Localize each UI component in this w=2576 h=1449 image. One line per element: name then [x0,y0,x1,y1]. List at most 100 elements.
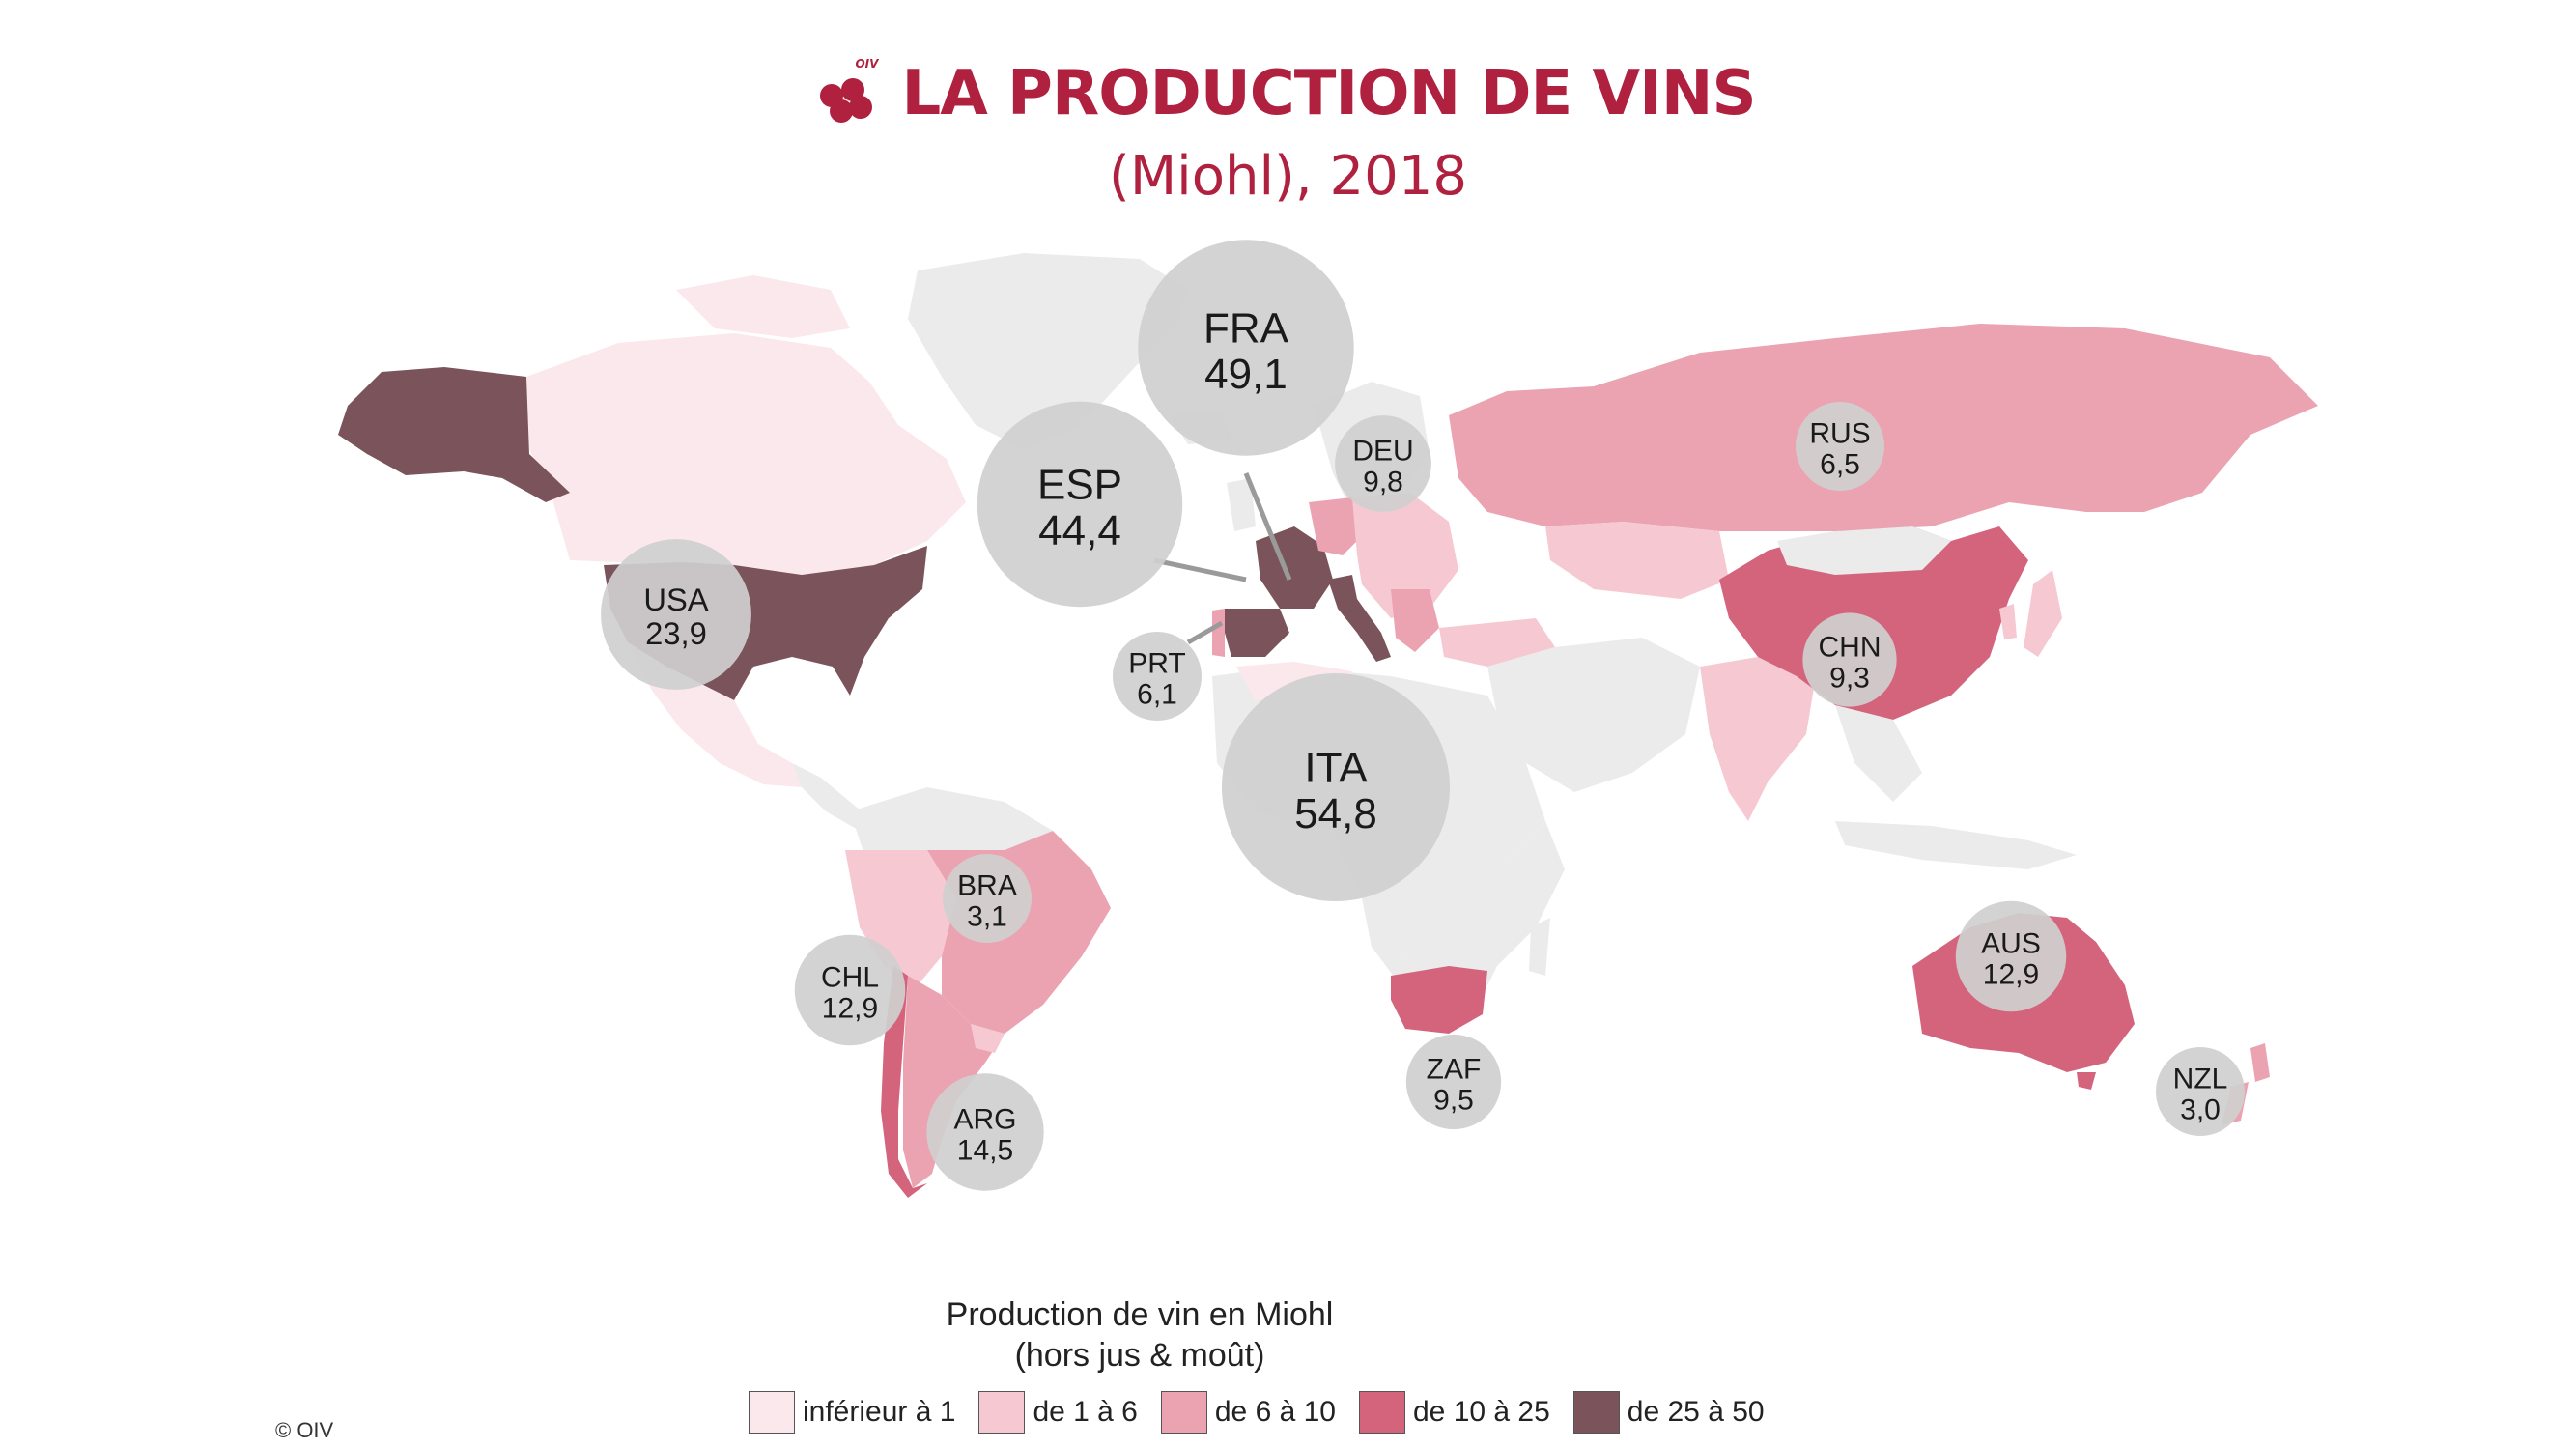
legend-item-10-25: de 10 à 25 [1359,1391,1550,1434]
bubble-ita [1222,673,1450,901]
bubble-code-ita: ITA [1304,745,1368,792]
bubble-zaf [1405,1034,1502,1130]
country-balkans [1391,589,1439,652]
country-indonesia [1835,821,2077,869]
legend-label: de 6 à 10 [1214,1396,1336,1428]
bubble-code-usa: USA [643,582,708,617]
bubble-usa [601,539,751,690]
legend-swatch [1160,1391,1207,1434]
bubble-value-nzl: 3,0 [2180,1094,2221,1126]
bubble-code-chl: CHL [821,961,879,993]
bubble-value-chl: 12,9 [822,993,878,1025]
bubble-value-ita: 54,8 [1294,790,1377,838]
bubble-bra [943,854,1032,943]
country-tasmania [2077,1072,2096,1090]
country-spain [1225,609,1289,657]
country-central-europe [1352,493,1458,618]
legend-swatch [749,1391,795,1434]
bubble-value-esp: 44,4 [1038,507,1121,554]
legend-title: Production de vin en Miohl (hors jus & m… [850,1294,1430,1376]
bubble-value-aus: 12,9 [1983,959,2039,991]
legend-item-25-50: de 25 à 50 [1572,1391,1765,1434]
country-uruguay [971,1024,1005,1053]
bubble-value-rus: 6,5 [1820,449,1860,481]
legend-item-1-6: de 1 à 6 [978,1391,1138,1434]
leader-lines [1153,472,1292,645]
legend-swatch [1359,1391,1405,1434]
title-text: LA PRODUCTION DE VINS [901,58,1756,129]
country-southern-africa [1362,898,1497,995]
bubble-value-usa: 23,9 [645,615,707,651]
legend-swatch [1572,1391,1620,1434]
bubble-value-prt: 6,1 [1137,679,1177,711]
bubble-prt [1113,632,1202,721]
bubble-value-zaf: 9,5 [1433,1085,1474,1117]
page-title: OIV LA PRODUCTION DE VINS [820,57,1757,129]
legend-item-6-10: de 6 à 10 [1160,1391,1336,1434]
bubble-code-fra: FRA [1203,305,1289,353]
country-peru-bolivia [845,850,956,985]
bubble-fra [1138,240,1354,456]
bubble-chn [1802,612,1897,707]
country-russia [1449,324,2318,531]
subtitle: (Miohl), 2018 [1109,145,1467,208]
country-korea [1999,604,2017,639]
country-mongolia [1777,526,1951,575]
legend-label: de 1 à 6 [1033,1396,1138,1428]
country-canada [526,333,966,575]
legend-label: de 25 à 50 [1627,1396,1765,1428]
country-kazakhstan [1545,522,1729,599]
leader-line-fra [1243,472,1292,581]
bubble-aus [1955,900,2067,1012]
bubble-code-zaf: ZAF [1427,1053,1482,1085]
bubble-code-esp: ESP [1037,462,1122,509]
bubble-code-deu: DEU [1352,435,1413,467]
title-block: OIV LA PRODUCTION DE VINS [0,57,2576,129]
bubble-code-bra: BRA [957,869,1017,901]
country-south-africa [1391,966,1487,1034]
country-canada-arctic [676,275,850,338]
legend-item-lt1: inférieur à 1 [749,1391,955,1434]
bubble-chl [794,934,906,1046]
legend-title-line2: (hors jus & moût) [1014,1337,1265,1374]
bubble-value-deu: 9,8 [1363,467,1403,498]
country-alaska [338,367,570,502]
bubble-deu [1335,415,1431,512]
bubble-code-aus: AUS [1981,927,2041,959]
bubble-value-chn: 9,3 [1829,663,1870,695]
legend-label: inférieur à 1 [803,1396,956,1428]
country-india [1700,657,1816,821]
bubble-code-prt: PRT [1128,647,1185,679]
legend-swatch [978,1391,1026,1434]
bubble-rus [1796,402,1884,491]
legend-label: de 10 à 25 [1413,1396,1550,1428]
bubble-code-arg: ARG [953,1103,1016,1135]
bubble-code-nzl: NZL [2173,1063,2228,1094]
leader-line-prt [1186,620,1224,645]
country-madagascar [1529,918,1550,976]
bubble-value-bra: 3,1 [967,901,1007,933]
country-middle-east [1487,638,1700,792]
legend-title-line1: Production de vin en Miohl [946,1296,1334,1333]
country-germany [1309,497,1362,555]
bubble-code-rus: RUS [1809,417,1870,449]
legend: inférieur à 1 de 1 à 6 de 6 à 10 de 10 à… [749,1391,1765,1434]
copyright: © OIV [275,1418,334,1442]
leader-line-esp [1153,557,1247,582]
country-brazil [927,831,1111,1034]
country-italy [1328,575,1391,662]
bubble-value-arg: 14,5 [957,1135,1013,1167]
country-south-america-north [850,787,1053,869]
country-uk [1227,478,1256,531]
bubble-esp [977,401,1183,608]
bubble-value-fra: 49,1 [1204,351,1288,398]
bubble-nzl [2156,1047,2245,1136]
oiv-logo-icon: OIV [820,57,884,123]
country-japan [2024,570,2062,657]
production-bubbles: ITA54,8FRA49,1ESP44,4USA23,9ARG14,5CHL12… [601,240,2245,1191]
country-se-asia [1835,705,1922,802]
country-greenland [908,253,1188,449]
country-turkey [1439,618,1555,667]
bubble-code-chn: CHN [1819,631,1882,663]
